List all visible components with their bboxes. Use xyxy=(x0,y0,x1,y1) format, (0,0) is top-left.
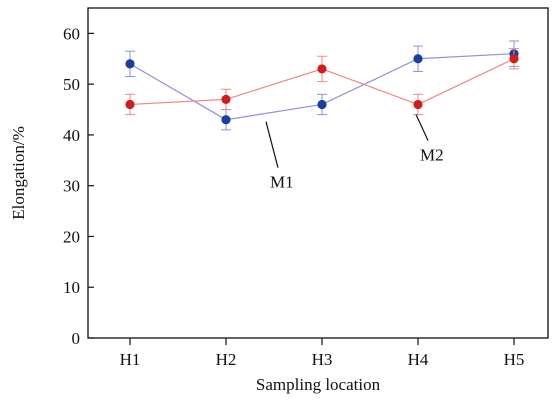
series-m2 xyxy=(125,48,519,116)
y-tick-label: 0 xyxy=(72,329,81,348)
x-tick-label: H5 xyxy=(504,350,525,369)
plot-frame xyxy=(87,7,549,339)
annotations: M1 M2 xyxy=(265,114,444,192)
series-m1 xyxy=(125,40,519,131)
data-point xyxy=(509,54,519,64)
data-point xyxy=(221,115,231,125)
y-tick-label: 60 xyxy=(63,24,80,43)
annotation-leader xyxy=(265,121,279,168)
x-tick-label: H3 xyxy=(312,350,333,369)
y-tick-label: 10 xyxy=(63,278,80,297)
data-point xyxy=(413,99,423,110)
y-tick-label: 50 xyxy=(63,75,80,94)
annotation-label-m2: M2 xyxy=(420,145,444,164)
annotation-leader xyxy=(415,114,429,141)
y-axis-title: Elongation/% xyxy=(9,126,28,219)
annotation-label-m1: M1 xyxy=(270,173,294,192)
x-axis-title: Sampling location xyxy=(256,375,381,394)
series-layer xyxy=(125,40,519,131)
plot-border xyxy=(87,7,549,339)
y-tick-label: 20 xyxy=(63,227,80,246)
data-point xyxy=(221,94,231,104)
data-point xyxy=(413,54,423,64)
x-tick-label: H1 xyxy=(120,350,141,369)
x-tick-label: H2 xyxy=(216,350,237,369)
x-tick-label: H4 xyxy=(408,350,429,369)
data-point xyxy=(317,64,327,74)
y-tick-label: 30 xyxy=(63,177,80,196)
data-point xyxy=(125,59,135,69)
data-point xyxy=(317,99,327,110)
y-axis: 0 10 20 30 40 50 60 xyxy=(63,24,94,348)
x-axis: H1 H2 H3 H4 H5 xyxy=(120,338,525,369)
data-point xyxy=(125,99,135,110)
y-tick-label: 40 xyxy=(63,126,80,145)
